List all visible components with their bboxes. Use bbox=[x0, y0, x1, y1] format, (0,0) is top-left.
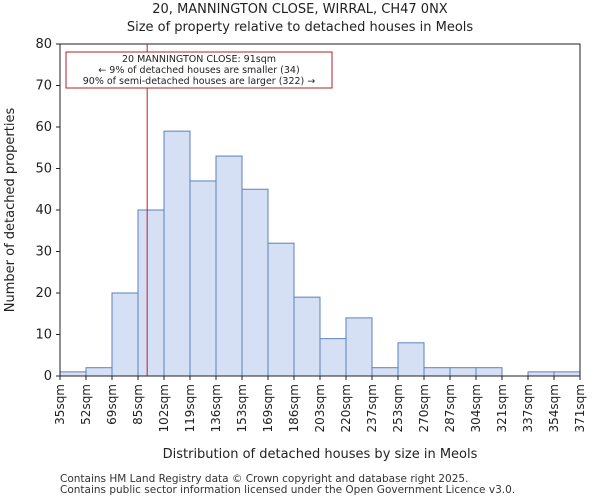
annotation-box: 20 MANNINGTON CLOSE: 91sqm ← 9% of detac… bbox=[65, 51, 333, 89]
chart-subtitle: Size of property relative to detached ho… bbox=[126, 20, 474, 35]
bar-337sqm bbox=[527, 371, 555, 377]
x-tick-label: 119sqm bbox=[183, 384, 197, 432]
bar-354sqm bbox=[553, 371, 581, 377]
x-tick-label: 102sqm bbox=[157, 384, 171, 432]
y-tick-label: 70 bbox=[35, 79, 52, 94]
bar-119sqm bbox=[189, 180, 217, 377]
y-tick-label: 10 bbox=[35, 328, 52, 343]
x-tick-label: 35sqm bbox=[53, 384, 67, 425]
bar-220sqm bbox=[345, 317, 373, 377]
bar-85sqm bbox=[137, 209, 165, 377]
annotation-line-2: ← 9% of detached houses are smaller (34) bbox=[98, 65, 299, 76]
y-tick-label: 20 bbox=[35, 286, 52, 301]
bar-304sqm bbox=[475, 367, 503, 377]
x-tick-label: 337sqm bbox=[521, 384, 535, 432]
x-tick-label: 203sqm bbox=[313, 384, 327, 432]
annotation-line-1: 20 MANNINGTON CLOSE: 91sqm bbox=[122, 54, 276, 65]
x-axis-label: Distribution of detached houses by size … bbox=[163, 447, 478, 462]
y-tick-label: 80 bbox=[35, 37, 52, 52]
x-tick-label: 169sqm bbox=[261, 384, 275, 432]
bar-102sqm bbox=[163, 130, 191, 377]
x-tick-label: 354sqm bbox=[547, 384, 561, 432]
x-tick-label: 52sqm bbox=[79, 384, 93, 425]
bar-186sqm bbox=[293, 296, 321, 377]
x-tick-label: 287sqm bbox=[443, 384, 457, 432]
annotation-line-3: 90% of semi-detached houses are larger (… bbox=[83, 76, 316, 87]
annotation-rect bbox=[65, 51, 333, 89]
y-axis-label: Number of detached properties bbox=[3, 108, 18, 313]
bar-136sqm bbox=[215, 155, 243, 377]
x-tick-label: 371sqm bbox=[573, 384, 587, 432]
bar-169sqm bbox=[267, 242, 295, 377]
bar-203sqm bbox=[319, 338, 347, 377]
x-tick-label: 85sqm bbox=[131, 384, 145, 425]
bar-237sqm bbox=[371, 367, 399, 377]
y-tick-label: 30 bbox=[35, 245, 52, 260]
x-tick-label: 186sqm bbox=[287, 384, 301, 432]
x-tick-label: 237sqm bbox=[365, 384, 379, 432]
chart-title: 20, MANNINGTON CLOSE, WIRRAL, CH47 0NX bbox=[152, 2, 448, 17]
y-tick-label: 0 bbox=[44, 369, 52, 384]
y-tick-label: 40 bbox=[35, 203, 52, 218]
bar-52sqm bbox=[85, 367, 113, 377]
bar-35sqm bbox=[59, 371, 87, 377]
x-tick-label: 304sqm bbox=[469, 384, 483, 432]
bar-153sqm bbox=[241, 188, 269, 377]
y-tick-label: 60 bbox=[35, 120, 52, 135]
x-tick-label: 153sqm bbox=[235, 384, 249, 432]
footer-line-1: Contains HM Land Registry data © Crown c… bbox=[60, 473, 469, 485]
ticks-group: 0 10 20 30 40 50 60 70 80 35sqm 52sqm 69sqm 85sqm 102… bbox=[35, 37, 587, 432]
bar-69sqm bbox=[111, 292, 139, 377]
x-tick-label: 136sqm bbox=[209, 384, 223, 432]
x-tick-label: 270sqm bbox=[417, 384, 431, 432]
bar-287sqm bbox=[449, 367, 477, 377]
bars-group bbox=[59, 130, 581, 377]
x-tick-label: 321sqm bbox=[495, 384, 509, 432]
x-tick-label: 253sqm bbox=[391, 384, 405, 432]
bar-270sqm bbox=[423, 367, 451, 377]
footer-line-2: Contains public sector information licen… bbox=[60, 484, 516, 496]
x-tick-label: 69sqm bbox=[105, 384, 119, 425]
y-tick-label: 50 bbox=[35, 162, 52, 177]
bar-253sqm bbox=[397, 342, 425, 377]
x-tick-label: 220sqm bbox=[339, 384, 353, 432]
